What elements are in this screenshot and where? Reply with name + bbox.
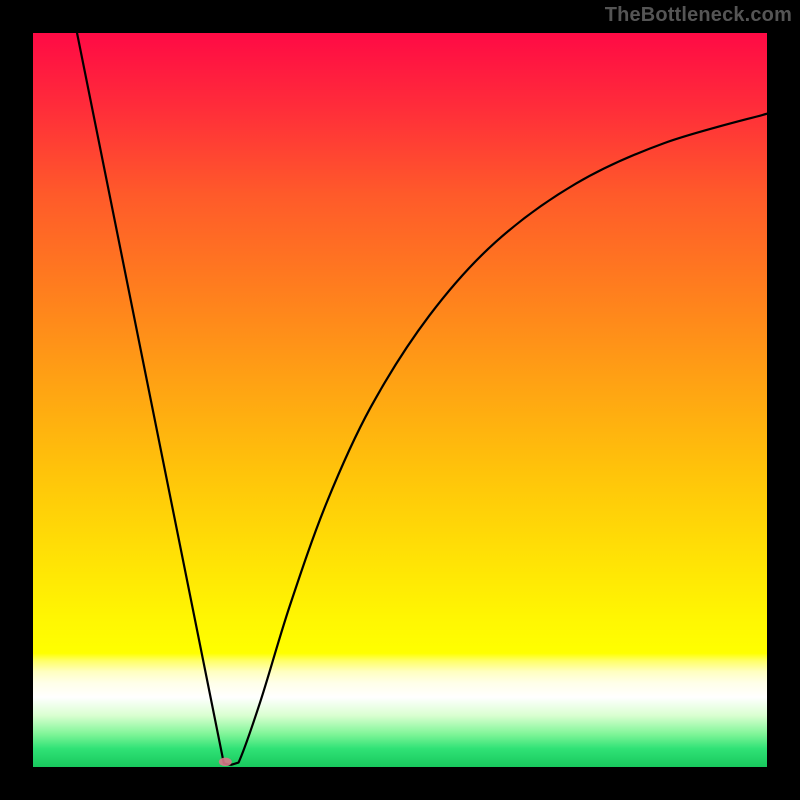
vertex-marker xyxy=(219,758,232,766)
gradient-background xyxy=(33,33,767,767)
plot-area xyxy=(33,33,767,767)
watermark-text: TheBottleneck.com xyxy=(605,4,792,27)
plot-svg xyxy=(33,33,767,767)
